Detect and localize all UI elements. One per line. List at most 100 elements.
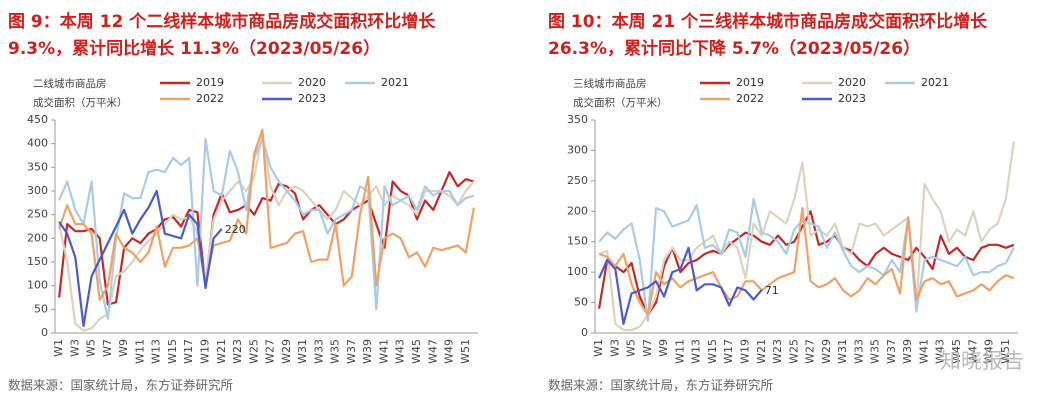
legend-label: 2023 xyxy=(298,92,326,105)
x-tick-label: W33 xyxy=(852,339,865,364)
x-tick-label: W41 xyxy=(377,339,390,364)
x-tick-label: W27 xyxy=(804,339,817,364)
x-tick-label: W1 xyxy=(592,339,605,357)
y-axis-label: 三线城市商品房 xyxy=(573,77,647,90)
y-tick-label: 150 xyxy=(27,255,48,268)
x-tick-label: W45 xyxy=(410,339,423,364)
series-line xyxy=(598,198,1015,322)
legend-label: 2022 xyxy=(196,92,224,105)
x-tick-label: W19 xyxy=(198,339,211,364)
series-line xyxy=(598,207,1015,316)
x-tick-label: W47 xyxy=(966,339,979,364)
x-tick-label: W5 xyxy=(85,339,98,357)
x-tick-label: W25 xyxy=(247,339,260,364)
x-tick-label: W13 xyxy=(690,339,703,364)
x-tick-label: W43 xyxy=(934,339,947,364)
x-tick-label: W27 xyxy=(264,339,277,364)
source-note: 数据来源：国家统计局，东方证券研究所 xyxy=(548,378,773,393)
data-label: 71 xyxy=(765,284,779,297)
x-tick-label: W25 xyxy=(787,339,800,364)
y-tick-label: 200 xyxy=(567,204,588,217)
x-tick-label: W7 xyxy=(641,339,654,357)
legend-label: 2019 xyxy=(736,76,764,89)
y-tick-label: 300 xyxy=(27,184,48,197)
x-tick-label: W21 xyxy=(215,339,228,364)
series-line xyxy=(598,141,1015,332)
x-tick-label: W35 xyxy=(329,339,342,364)
series-line xyxy=(58,128,475,301)
y-tick-label: 250 xyxy=(567,174,588,187)
x-tick-label: W31 xyxy=(836,339,849,364)
x-tick-label: W17 xyxy=(182,339,195,364)
chart-title: 图 9：本周 12 个二线样本城市商品房成交面积环比增长 xyxy=(8,11,436,32)
x-tick-label: W33 xyxy=(312,339,325,364)
legend-label: 2019 xyxy=(196,76,224,89)
y-axis-label: 成交面积（万平米） xyxy=(33,96,128,109)
y-tick-label: 0 xyxy=(581,326,588,339)
x-tick-label: W47 xyxy=(426,339,439,364)
watermark: 知晓报告 xyxy=(940,349,1024,373)
x-tick-label: W51 xyxy=(999,339,1012,364)
chart-title: 图 10：本周 21 个三线样本城市商品房成交面积环比增长 xyxy=(548,11,988,32)
y-tick-label: 150 xyxy=(567,235,588,248)
y-tick-label: 0 xyxy=(41,326,48,339)
x-tick-label: W49 xyxy=(983,339,996,364)
x-tick-label: W21 xyxy=(755,339,768,364)
x-tick-label: W51 xyxy=(459,339,472,364)
x-tick-label: W11 xyxy=(133,339,146,364)
legend-label: 2021 xyxy=(381,76,409,89)
x-tick-label: W35 xyxy=(869,339,882,364)
x-tick-label: W9 xyxy=(657,339,670,357)
x-tick-label: W9 xyxy=(117,339,130,357)
x-tick-label: W3 xyxy=(608,339,621,357)
legend-label: 2021 xyxy=(921,76,949,89)
y-tick-label: 450 xyxy=(27,113,48,126)
x-tick-label: W23 xyxy=(231,339,244,364)
legend-label: 2020 xyxy=(838,76,866,89)
data-label: 220 xyxy=(225,223,246,236)
series-line xyxy=(58,137,475,320)
x-tick-label: W17 xyxy=(722,339,735,364)
y-tick-label: 100 xyxy=(27,279,48,292)
y-axis-label: 二线城市商品房 xyxy=(33,77,107,90)
y-tick-label: 350 xyxy=(27,160,48,173)
y-tick-label: 400 xyxy=(27,137,48,150)
legend-label: 2022 xyxy=(736,92,764,105)
x-tick-label: W41 xyxy=(917,339,930,364)
x-tick-label: W31 xyxy=(296,339,309,364)
series-line xyxy=(598,246,763,325)
x-tick-label: W43 xyxy=(394,339,407,364)
y-tick-label: 50 xyxy=(574,296,588,309)
chart-title: 26.3%，累计同比下降 5.7%（2023/05/26） xyxy=(548,38,920,59)
x-tick-label: W29 xyxy=(280,339,293,364)
chart-title: 9.3%，累计同比增长 11.3%（2023/05/26） xyxy=(8,38,380,59)
series-line xyxy=(598,210,1015,316)
y-tick-label: 250 xyxy=(27,208,48,221)
x-tick-label: W23 xyxy=(771,339,784,364)
x-tick-label: W3 xyxy=(68,339,81,357)
y-tick-label: 300 xyxy=(567,143,588,156)
series-line xyxy=(58,133,475,332)
y-tick-label: 50 xyxy=(34,302,48,315)
x-tick-label: W45 xyxy=(950,339,963,364)
y-tick-label: 200 xyxy=(27,231,48,244)
legend-label: 2020 xyxy=(298,76,326,89)
series-line xyxy=(58,189,223,327)
x-tick-label: W7 xyxy=(101,339,114,357)
x-tick-label: W19 xyxy=(738,339,751,364)
source-note: 数据来源：国家统计局，东方证券研究所 xyxy=(8,378,233,393)
x-tick-label: W15 xyxy=(706,339,719,364)
x-tick-label: W49 xyxy=(443,339,456,364)
x-tick-label: W15 xyxy=(166,339,179,364)
x-tick-label: W37 xyxy=(885,339,898,364)
x-tick-label: W39 xyxy=(361,339,374,364)
x-tick-label: W5 xyxy=(625,339,638,357)
x-tick-label: W13 xyxy=(150,339,163,364)
x-tick-label: W39 xyxy=(901,339,914,364)
x-tick-label: W1 xyxy=(52,339,65,357)
x-tick-label: W11 xyxy=(673,339,686,364)
y-tick-label: 350 xyxy=(567,113,588,126)
y-axis-label: 成交面积（万平米） xyxy=(573,96,668,109)
y-tick-label: 100 xyxy=(567,265,588,278)
